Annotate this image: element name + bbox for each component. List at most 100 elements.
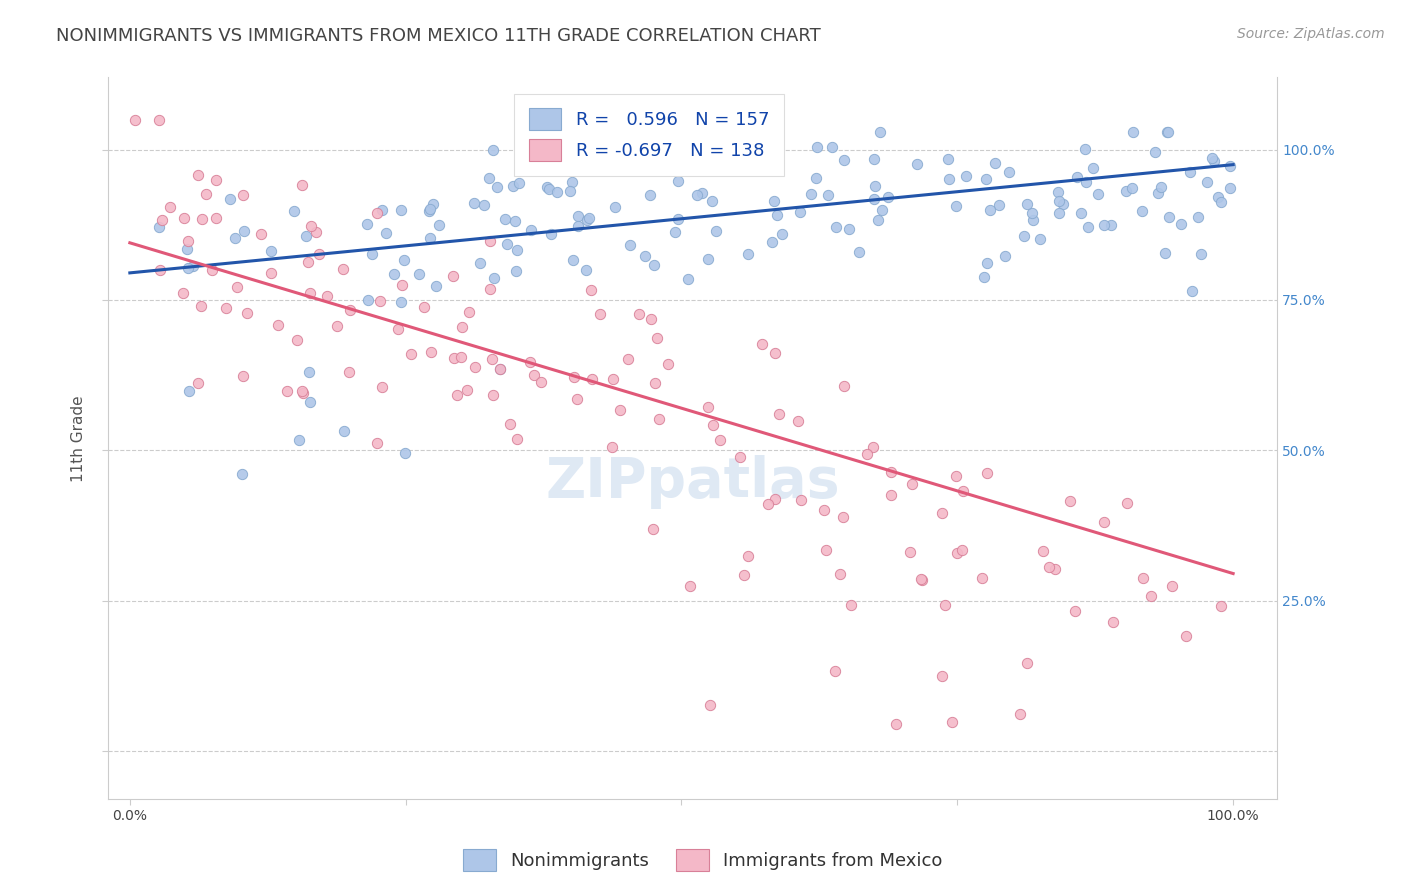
Point xyxy=(789,492,811,507)
Point xyxy=(299,285,322,300)
Point xyxy=(494,212,516,227)
Legend: R =   0.596   N = 157, R = -0.697   N = 138: R = 0.596 N = 157, R = -0.697 N = 138 xyxy=(515,94,783,176)
Point xyxy=(481,351,503,366)
Point xyxy=(1202,153,1225,168)
Point xyxy=(786,414,808,428)
Point xyxy=(285,333,308,347)
Point xyxy=(686,187,709,202)
Point xyxy=(1047,185,1070,199)
Point xyxy=(763,194,786,209)
Point xyxy=(658,150,681,164)
Point xyxy=(267,318,290,333)
Point xyxy=(366,206,388,220)
Point xyxy=(333,424,356,438)
Point xyxy=(482,388,505,402)
Point xyxy=(1059,494,1081,508)
Point xyxy=(879,488,901,502)
Point xyxy=(578,211,600,225)
Point xyxy=(276,384,298,398)
Point xyxy=(1045,561,1067,575)
Point xyxy=(627,307,650,321)
Point xyxy=(657,357,679,371)
Point xyxy=(443,351,465,365)
Text: Source: ZipAtlas.com: Source: ZipAtlas.com xyxy=(1237,27,1385,41)
Point xyxy=(703,160,725,174)
Point xyxy=(741,158,763,172)
Point xyxy=(733,568,755,582)
Point xyxy=(1092,219,1115,233)
Point xyxy=(1156,124,1178,138)
Point xyxy=(332,262,354,277)
Point xyxy=(1115,185,1137,199)
Point xyxy=(862,441,884,455)
Point xyxy=(368,294,391,309)
Point xyxy=(427,218,450,232)
Point xyxy=(392,252,415,267)
Point xyxy=(149,263,172,277)
Point xyxy=(482,143,505,157)
Point xyxy=(561,175,583,189)
Point xyxy=(179,384,201,398)
Point xyxy=(1116,496,1139,510)
Point xyxy=(1015,656,1038,670)
Point xyxy=(124,112,146,127)
Point xyxy=(361,247,384,261)
Point xyxy=(464,360,486,375)
Point xyxy=(1047,206,1070,220)
Point xyxy=(419,202,441,217)
Point xyxy=(187,168,209,182)
Point xyxy=(697,252,720,266)
Point xyxy=(1077,219,1099,234)
Point xyxy=(686,139,709,153)
Point xyxy=(299,219,322,234)
Point xyxy=(224,231,246,245)
Point xyxy=(634,249,657,263)
Point xyxy=(305,225,328,239)
Point xyxy=(880,465,903,479)
Point xyxy=(1074,142,1097,156)
Point xyxy=(806,140,828,154)
Point xyxy=(540,227,562,242)
Point xyxy=(422,197,444,211)
Point xyxy=(316,289,339,303)
Point xyxy=(1081,161,1104,176)
Point xyxy=(1087,186,1109,201)
Point xyxy=(391,277,413,292)
Point xyxy=(931,669,953,683)
Point xyxy=(295,229,318,244)
Point xyxy=(1032,544,1054,558)
Point xyxy=(173,211,195,225)
Point xyxy=(191,212,214,227)
Point xyxy=(1208,190,1230,204)
Point xyxy=(194,186,217,201)
Point xyxy=(804,171,827,186)
Point xyxy=(1170,217,1192,231)
Point xyxy=(458,305,481,319)
Point xyxy=(905,157,928,171)
Point xyxy=(260,266,283,280)
Point xyxy=(425,278,447,293)
Point xyxy=(987,198,1010,212)
Point xyxy=(1218,159,1240,173)
Point xyxy=(603,201,626,215)
Point xyxy=(441,269,464,284)
Point xyxy=(832,510,855,524)
Point xyxy=(828,567,851,582)
Point xyxy=(520,222,543,236)
Point xyxy=(1154,246,1177,260)
Point xyxy=(1102,615,1125,629)
Point xyxy=(983,156,1005,170)
Point xyxy=(326,318,349,333)
Point xyxy=(505,243,527,257)
Point xyxy=(640,188,662,202)
Point xyxy=(1175,629,1198,643)
Point xyxy=(337,365,360,379)
Point xyxy=(910,573,932,587)
Point xyxy=(1209,599,1232,614)
Point xyxy=(394,446,416,460)
Point xyxy=(389,294,412,309)
Point xyxy=(215,301,238,315)
Point xyxy=(408,267,430,281)
Point xyxy=(1147,186,1170,200)
Point xyxy=(1070,206,1092,220)
